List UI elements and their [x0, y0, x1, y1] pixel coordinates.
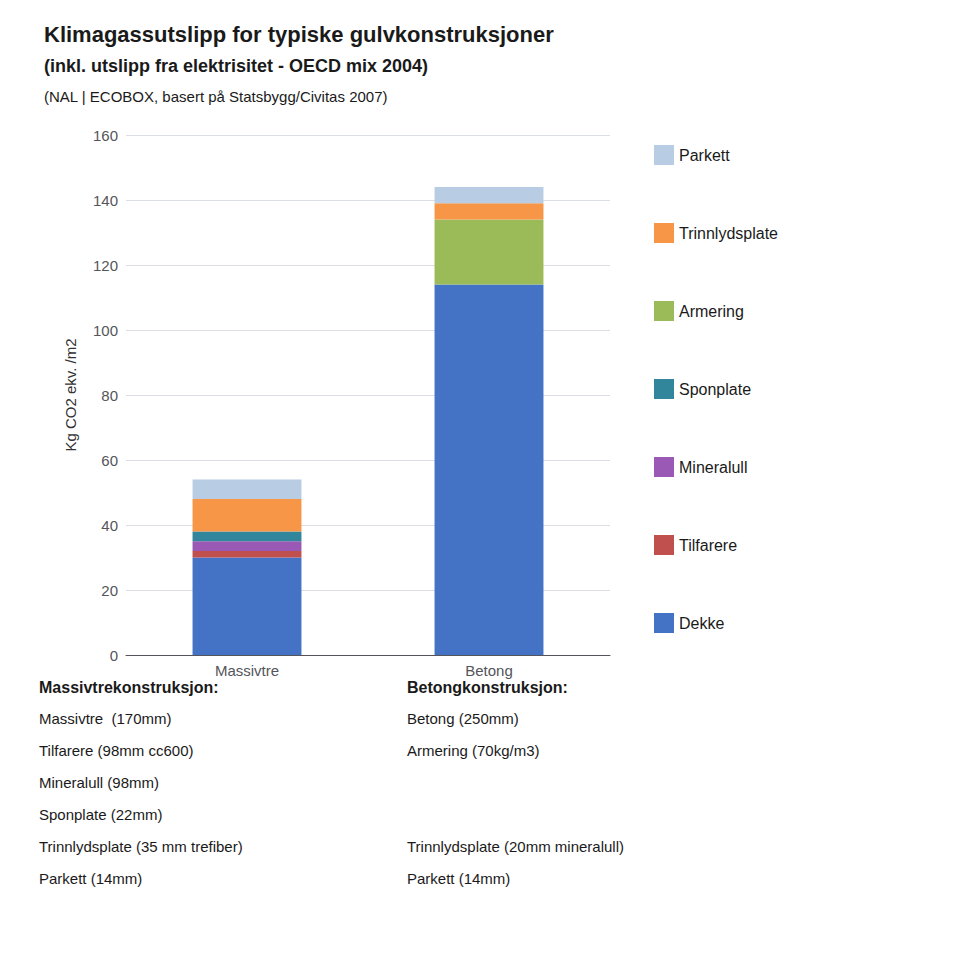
svg-text:Klimagassutslipp for typiske g: Klimagassutslipp for typiske gulvkonstru…	[44, 22, 554, 47]
svg-text:Massivtrekonstruksjon:: Massivtrekonstruksjon:	[39, 679, 219, 696]
svg-text:Mineralull: Mineralull	[679, 459, 747, 476]
svg-text:Armering: Armering	[679, 303, 744, 320]
svg-text:Parkett (14mm): Parkett (14mm)	[39, 870, 142, 887]
svg-text:(NAL | ECOBOX, basert på Stats: (NAL | ECOBOX, basert på Statsbygg/Civit…	[44, 88, 388, 105]
svg-text:120: 120	[93, 257, 118, 274]
svg-text:20: 20	[101, 582, 118, 599]
svg-text:Tilfarere (98mm cc600): Tilfarere (98mm cc600)	[39, 742, 193, 759]
svg-text:Massivtre (170mm): Massivtre (170mm)	[39, 710, 172, 727]
svg-text:Betong (250mm): Betong (250mm)	[407, 710, 519, 727]
svg-text:Sponplate: Sponplate	[679, 381, 751, 398]
svg-text:Sponplate (22mm): Sponplate (22mm)	[39, 806, 162, 823]
svg-text:60: 60	[101, 452, 118, 469]
svg-text:Parkett: Parkett	[679, 147, 730, 164]
svg-text:Betong: Betong	[465, 662, 513, 679]
svg-text:Betongkonstruksjon:: Betongkonstruksjon:	[407, 679, 568, 696]
svg-text:40: 40	[101, 517, 118, 534]
svg-text:Parkett (14mm): Parkett (14mm)	[407, 870, 510, 887]
svg-text:Massivtre: Massivtre	[215, 662, 279, 679]
svg-text:100: 100	[93, 322, 118, 339]
svg-text:Tilfarere: Tilfarere	[679, 537, 737, 554]
svg-text:Kg CO2 ekv. /m2: Kg CO2 ekv. /m2	[62, 338, 79, 451]
svg-text:Trinnlydsplate: Trinnlydsplate	[679, 225, 778, 242]
svg-text:Trinnlydsplate (35 mm trefiber: Trinnlydsplate (35 mm trefiber)	[39, 838, 243, 855]
svg-text:Trinnlydsplate (20mm mineralul: Trinnlydsplate (20mm mineralull)	[407, 838, 624, 855]
svg-text:140: 140	[93, 192, 118, 209]
svg-text:0: 0	[110, 647, 118, 664]
svg-text:(inkl. utslipp fra elektrisite: (inkl. utslipp fra elektrisitet - OECD m…	[44, 56, 428, 76]
svg-text:80: 80	[101, 387, 118, 404]
svg-text:160: 160	[93, 127, 118, 144]
svg-text:Dekke: Dekke	[679, 615, 724, 632]
svg-text:Armering (70kg/m3): Armering (70kg/m3)	[407, 742, 540, 759]
svg-text:Mineralull (98mm): Mineralull (98mm)	[39, 774, 159, 791]
